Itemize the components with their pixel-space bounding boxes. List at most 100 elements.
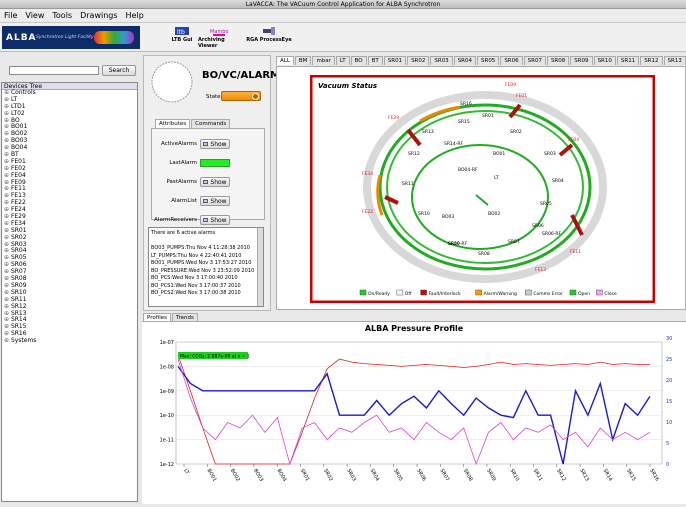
expand-icon[interactable]: ⊕: [4, 261, 11, 269]
tree-item[interactable]: ⊕ LTD1: [4, 102, 137, 111]
sector-tab[interactable]: SR04: [453, 56, 476, 65]
expand-icon[interactable]: ⊕: [4, 144, 11, 152]
tree-item[interactable]: ⊕ FE22: [4, 199, 137, 207]
tree-item[interactable]: ⊕ BO04: [4, 144, 137, 152]
expand-icon[interactable]: ⊕: [4, 219, 11, 227]
tree-item[interactable]: ⊕ SR02: [4, 233, 137, 242]
expand-icon[interactable]: ⊕: [4, 281, 11, 289]
tree-item[interactable]: ⊕ LT02: [4, 109, 137, 118]
expand-icon[interactable]: ⊕: [4, 226, 11, 234]
tree-item[interactable]: ⊕ SR11: [4, 295, 137, 304]
tree-item[interactable]: ⊕ FE11: [4, 186, 137, 193]
expand-icon[interactable]: ⊕: [4, 192, 11, 200]
sector-tab[interactable]: mbar: [312, 56, 335, 65]
expand-icon[interactable]: ⊕: [4, 157, 11, 165]
menu-help[interactable]: Help: [125, 11, 144, 20]
expand-icon[interactable]: ⊕: [4, 102, 11, 110]
expand-icon[interactable]: ⊕: [4, 95, 11, 103]
search-button[interactable]: Search: [102, 65, 136, 76]
expand-icon[interactable]: ⊕: [4, 309, 11, 317]
toolbar-archiving-viewer[interactable]: Mambo Archiving Viewer: [198, 25, 242, 51]
expand-icon[interactable]: ⊕: [4, 302, 11, 310]
sector-tab[interactable]: LT: [335, 56, 350, 65]
sector-tab[interactable]: SR03: [430, 56, 453, 65]
tree-item[interactable]: ⊕ FE34: [4, 219, 137, 228]
tree-item[interactable]: ⊕ BO02: [4, 130, 137, 138]
sector-tab[interactable]: SR13: [663, 56, 686, 65]
tab-commands[interactable]: Commands: [191, 119, 231, 128]
expand-icon[interactable]: ⊕: [4, 295, 11, 303]
expand-icon[interactable]: ⊕: [4, 178, 11, 186]
expand-icon[interactable]: ⊕: [4, 330, 11, 338]
tab-profiles[interactable]: Profiles: [143, 313, 171, 322]
expand-icon[interactable]: ⊕: [4, 171, 11, 179]
expand-icon[interactable]: ⊕: [4, 268, 11, 276]
expand-icon[interactable]: ⊕: [4, 116, 11, 124]
sector-tab[interactable]: SR11: [616, 56, 640, 65]
show-button[interactable]: Show: [200, 215, 230, 225]
tab-trends[interactable]: Trends: [171, 313, 198, 322]
tree-item[interactable]: ⊕ SR15: [4, 323, 137, 331]
tab-attributes[interactable]: Attributes: [155, 119, 191, 128]
tree-item[interactable]: ⊕ SR06: [4, 261, 137, 269]
tree-item[interactable]: ⊕ SR05: [4, 254, 137, 262]
tree-item[interactable]: ⊕ SR04: [4, 248, 137, 255]
sector-tab[interactable]: SR10: [593, 56, 616, 65]
menu-tools[interactable]: Tools: [52, 11, 73, 20]
expand-icon[interactable]: ⊕: [4, 185, 11, 193]
tree-item[interactable]: ⊕ SR07: [4, 268, 137, 276]
tree-item[interactable]: ⊕ FE02: [4, 164, 137, 173]
expand-icon[interactable]: ⊕: [4, 164, 11, 172]
expand-icon[interactable]: ⊕: [4, 323, 11, 331]
tree-item[interactable]: ⊕ BO01: [4, 124, 137, 131]
expand-icon[interactable]: ⊕: [4, 109, 11, 117]
menu-view[interactable]: View: [25, 11, 45, 20]
expand-icon[interactable]: ⊕: [4, 206, 11, 214]
expand-icon[interactable]: ⊕: [4, 130, 11, 138]
expand-icon[interactable]: ⊕: [4, 199, 11, 207]
tree-item[interactable]: ⊕ SR08: [4, 275, 137, 283]
tree-item[interactable]: ⊕ SR03: [4, 240, 137, 249]
sector-tab[interactable]: SR01: [383, 56, 407, 65]
expand-icon[interactable]: ⊕: [4, 151, 11, 159]
expand-icon[interactable]: ⊕: [4, 137, 11, 145]
menu-file[interactable]: File: [4, 11, 18, 20]
expand-icon[interactable]: ⊕: [4, 233, 11, 241]
sector-tab[interactable]: SR05: [477, 56, 500, 65]
expand-icon[interactable]: ⊕: [4, 254, 11, 262]
sector-tab[interactable]: ALL: [276, 56, 294, 65]
sector-tab[interactable]: BT: [367, 56, 383, 65]
tree-item[interactable]: ⊕ SR01: [4, 226, 137, 235]
tree-item[interactable]: ⊕ SR13: [4, 309, 137, 318]
tree-item[interactable]: ⊕ SR16: [4, 330, 137, 338]
tree-item[interactable]: ⊕ FE29: [4, 213, 137, 221]
expand-icon[interactable]: ⊕: [4, 123, 11, 131]
expand-icon[interactable]: ⊕: [4, 89, 11, 96]
expand-icon[interactable]: ⊕: [4, 316, 11, 324]
show-button[interactable]: Show: [200, 139, 230, 149]
tree-item[interactable]: ⊕ SR09: [4, 281, 137, 290]
expand-icon[interactable]: ⊕: [4, 275, 11, 283]
show-button[interactable]: Show: [200, 196, 230, 206]
expand-icon[interactable]: ⊕: [4, 247, 11, 255]
tree-item[interactable]: ⊕ FE24: [4, 206, 137, 214]
tree-item[interactable]: ⊕ BO: [4, 116, 137, 125]
tree-item[interactable]: ⊕ FE04: [4, 171, 137, 180]
tree-item[interactable]: ⊕ BO03: [4, 137, 137, 145]
expand-icon[interactable]: ⊕: [4, 337, 11, 345]
tree-item[interactable]: ⊕ FE01: [4, 157, 137, 166]
tree-item[interactable]: ⊕ Controls: [4, 89, 137, 97]
sector-tab[interactable]: BM: [294, 56, 312, 65]
search-input[interactable]: [9, 66, 99, 75]
tree-item[interactable]: ⊕ Systems: [4, 337, 137, 345]
tree-item[interactable]: ⊕ BT: [4, 151, 137, 159]
sector-tab[interactable]: BO: [350, 56, 367, 65]
expand-icon[interactable]: ⊕: [4, 288, 11, 296]
expand-icon[interactable]: ⊕: [4, 240, 11, 248]
tree-item[interactable]: ⊕ SR14: [4, 316, 137, 324]
tree-item[interactable]: ⊕ LT: [4, 95, 137, 104]
sector-tab[interactable]: SR02: [407, 56, 430, 65]
menu-drawings[interactable]: Drawings: [80, 11, 118, 20]
log-scrollbar[interactable]: [257, 228, 263, 306]
sector-tab[interactable]: SR07: [523, 56, 546, 65]
